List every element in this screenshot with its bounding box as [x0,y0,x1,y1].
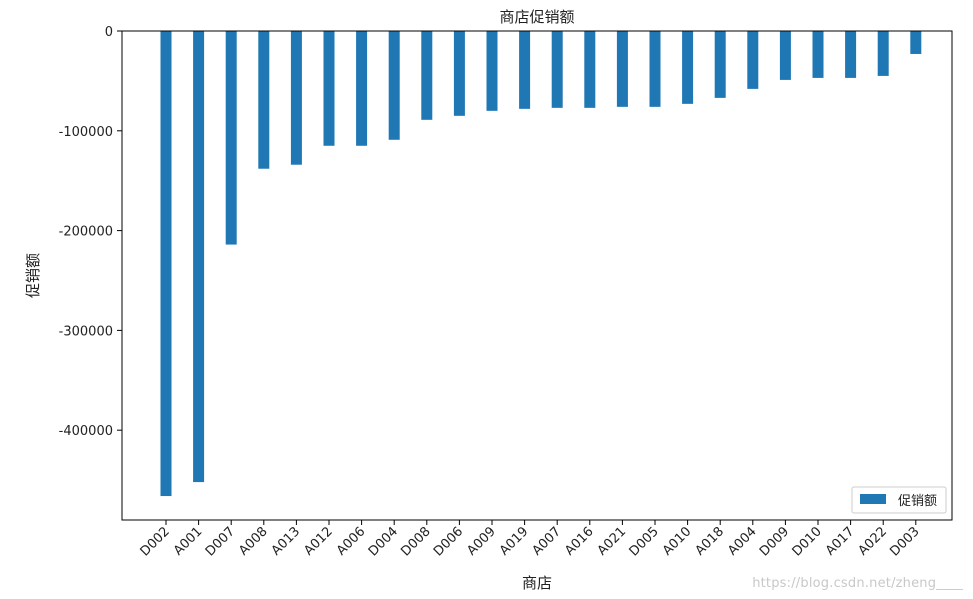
chart-title: 商店促销额 [499,8,574,26]
x-axis-ticks: D002A001D007A008A013A012A006D004D008D006… [138,520,923,559]
x-tick-label: D008 [398,524,433,559]
bar-A006 [356,31,368,146]
legend: 促销额 [851,486,947,514]
x-tick-label: A010 [660,524,694,558]
bar-A019 [519,31,531,109]
bar-A017 [845,31,857,78]
y-axis-label: 促销额 [24,253,42,298]
x-tick-label: D002 [138,524,173,559]
x-tick-label: A004 [725,524,759,558]
x-tick-label: A001 [171,524,205,558]
bar-A016 [584,31,596,108]
x-tick-label: A016 [562,524,596,558]
x-tick-label: D004 [366,524,401,559]
watermark: https://blog.csdn.net/zheng____ [752,576,963,591]
y-tick-label: 0 [105,25,113,40]
x-tick-label: A022 [856,524,890,558]
bar-A018 [714,31,726,98]
y-tick-label: -300000 [59,324,113,339]
x-tick-label: A017 [823,524,857,558]
bar-A010 [682,31,694,104]
legend-swatch [860,494,886,504]
y-axis-ticks: 0 -100000 -200000 -300000 -400000 [59,25,122,439]
x-tick-label: D005 [627,524,662,559]
bar-A007 [551,31,563,108]
x-tick-label: A013 [269,524,303,558]
bar-A008 [258,31,270,169]
x-tick-label: A012 [301,524,335,558]
bar-A022 [877,31,889,76]
y-tick-label: -400000 [59,424,113,439]
y-tick-label: -200000 [59,225,113,240]
bar-A009 [486,31,498,111]
bar-D006 [453,31,465,116]
bar-D005 [649,31,661,107]
y-tick-label: -100000 [59,125,113,140]
bar-D008 [421,31,433,120]
bars-group [160,31,922,497]
legend-label: 促销额 [898,494,937,509]
x-tick-label: D009 [757,524,792,559]
x-tick-label: D007 [203,524,238,559]
bar-D010 [812,31,824,78]
x-axis-label: 商店 [522,574,552,592]
bar-A001 [193,31,205,483]
bar-A012 [323,31,335,146]
x-tick-label: A021 [595,524,629,558]
bar-A004 [747,31,759,89]
bar-D003 [910,31,922,54]
x-tick-label: D003 [887,524,922,559]
bar-D004 [388,31,400,140]
x-tick-label: D006 [431,524,466,559]
bar-A013 [290,31,302,165]
bar-A021 [616,31,628,107]
x-tick-label: A007 [530,524,564,558]
x-tick-label: A006 [334,524,368,558]
bar-D009 [779,31,791,80]
bar-D002 [160,31,172,497]
x-tick-label: A018 [693,524,727,558]
legend-box [851,486,947,514]
bar-D007 [225,31,237,245]
x-tick-label: A019 [497,524,531,558]
plot-frame [121,30,953,521]
x-tick-label: A009 [464,524,498,558]
x-tick-label: A008 [236,524,270,558]
x-tick-label: D010 [790,524,825,559]
